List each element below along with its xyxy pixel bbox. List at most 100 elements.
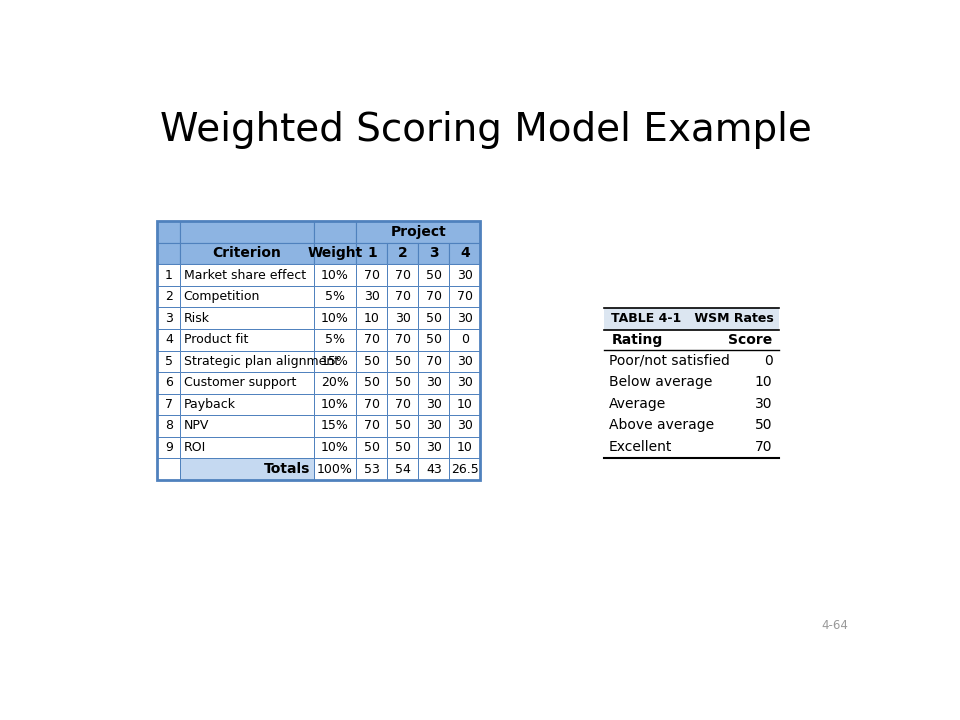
Text: 30: 30 <box>426 441 442 454</box>
Bar <box>605 330 779 350</box>
Text: 70: 70 <box>426 355 442 368</box>
Text: 70: 70 <box>364 269 380 282</box>
Bar <box>180 394 314 415</box>
Text: Above average: Above average <box>609 418 714 432</box>
Bar <box>314 372 356 394</box>
Bar <box>157 286 180 307</box>
Text: 4-64: 4-64 <box>822 618 849 631</box>
Text: Excellent: Excellent <box>609 440 672 454</box>
Bar <box>157 372 180 394</box>
Bar <box>157 437 180 459</box>
Bar <box>356 351 388 372</box>
Bar <box>314 264 356 286</box>
Text: 0: 0 <box>764 354 773 367</box>
Text: 30: 30 <box>364 290 380 303</box>
Bar <box>388 286 419 307</box>
Text: 30: 30 <box>426 420 442 433</box>
Bar <box>419 437 449 459</box>
Text: Weighted Scoring Model Example: Weighted Scoring Model Example <box>160 111 812 149</box>
Bar <box>180 459 314 480</box>
Bar <box>449 329 480 351</box>
Text: 10%: 10% <box>322 269 349 282</box>
Text: 70: 70 <box>395 290 411 303</box>
Bar <box>180 437 314 459</box>
Text: 0: 0 <box>461 333 468 346</box>
Bar <box>388 243 419 264</box>
Text: Customer support: Customer support <box>183 377 296 390</box>
Bar <box>314 221 356 243</box>
Bar <box>356 437 388 459</box>
Text: 50: 50 <box>395 420 411 433</box>
Text: 10%: 10% <box>322 398 349 411</box>
Bar <box>314 394 356 415</box>
Bar <box>449 372 480 394</box>
Bar <box>356 221 480 243</box>
Bar <box>388 329 419 351</box>
Text: 30: 30 <box>395 312 411 325</box>
Bar <box>314 351 356 372</box>
Bar <box>419 394 449 415</box>
Text: 50: 50 <box>756 418 773 432</box>
Bar <box>157 221 480 480</box>
Bar <box>180 372 314 394</box>
Text: 50: 50 <box>395 441 411 454</box>
Bar <box>605 372 779 393</box>
Text: Average: Average <box>609 397 666 410</box>
Bar <box>157 243 180 264</box>
Text: 6: 6 <box>165 377 173 390</box>
Bar <box>449 307 480 329</box>
Bar <box>388 307 419 329</box>
Bar <box>180 415 314 437</box>
Bar <box>605 415 779 436</box>
Text: 70: 70 <box>395 333 411 346</box>
Bar <box>180 264 314 286</box>
Bar <box>388 459 419 480</box>
Text: 20%: 20% <box>322 377 349 390</box>
Bar <box>388 394 419 415</box>
Bar <box>356 329 388 351</box>
Bar <box>356 372 388 394</box>
Bar <box>356 415 388 437</box>
Bar <box>419 415 449 437</box>
Bar <box>180 351 314 372</box>
Text: 10: 10 <box>755 375 773 389</box>
Text: 4: 4 <box>165 333 173 346</box>
Bar <box>449 243 480 264</box>
Text: TABLE 4-1   WSM Rates: TABLE 4-1 WSM Rates <box>611 312 774 325</box>
Bar <box>419 372 449 394</box>
Bar <box>356 459 388 480</box>
Text: 10: 10 <box>457 398 473 411</box>
Bar <box>157 264 180 286</box>
Text: 30: 30 <box>457 420 473 433</box>
Text: 15%: 15% <box>322 420 349 433</box>
Bar <box>449 394 480 415</box>
Text: 50: 50 <box>426 312 442 325</box>
Bar <box>419 307 449 329</box>
Text: 30: 30 <box>457 269 473 282</box>
Bar <box>449 459 480 480</box>
Text: 3: 3 <box>165 312 173 325</box>
Text: 50: 50 <box>364 441 380 454</box>
Bar <box>356 307 388 329</box>
Bar <box>314 437 356 459</box>
Text: 15%: 15% <box>322 355 349 368</box>
Text: 70: 70 <box>395 398 411 411</box>
Bar <box>388 437 419 459</box>
Text: 2: 2 <box>398 246 408 261</box>
Bar <box>180 221 314 243</box>
Text: 26.5: 26.5 <box>451 462 479 476</box>
Bar <box>388 351 419 372</box>
Bar <box>314 459 356 480</box>
Text: Totals: Totals <box>264 462 311 476</box>
Text: 50: 50 <box>395 377 411 390</box>
Text: 53: 53 <box>364 462 380 476</box>
Text: 30: 30 <box>426 398 442 411</box>
Bar <box>356 286 388 307</box>
Bar <box>605 436 779 457</box>
Text: Poor/not satisfied: Poor/not satisfied <box>609 354 730 367</box>
Text: 5: 5 <box>165 355 173 368</box>
Bar <box>605 308 779 330</box>
Text: Payback: Payback <box>183 398 235 411</box>
Bar <box>356 264 388 286</box>
Bar <box>157 329 180 351</box>
